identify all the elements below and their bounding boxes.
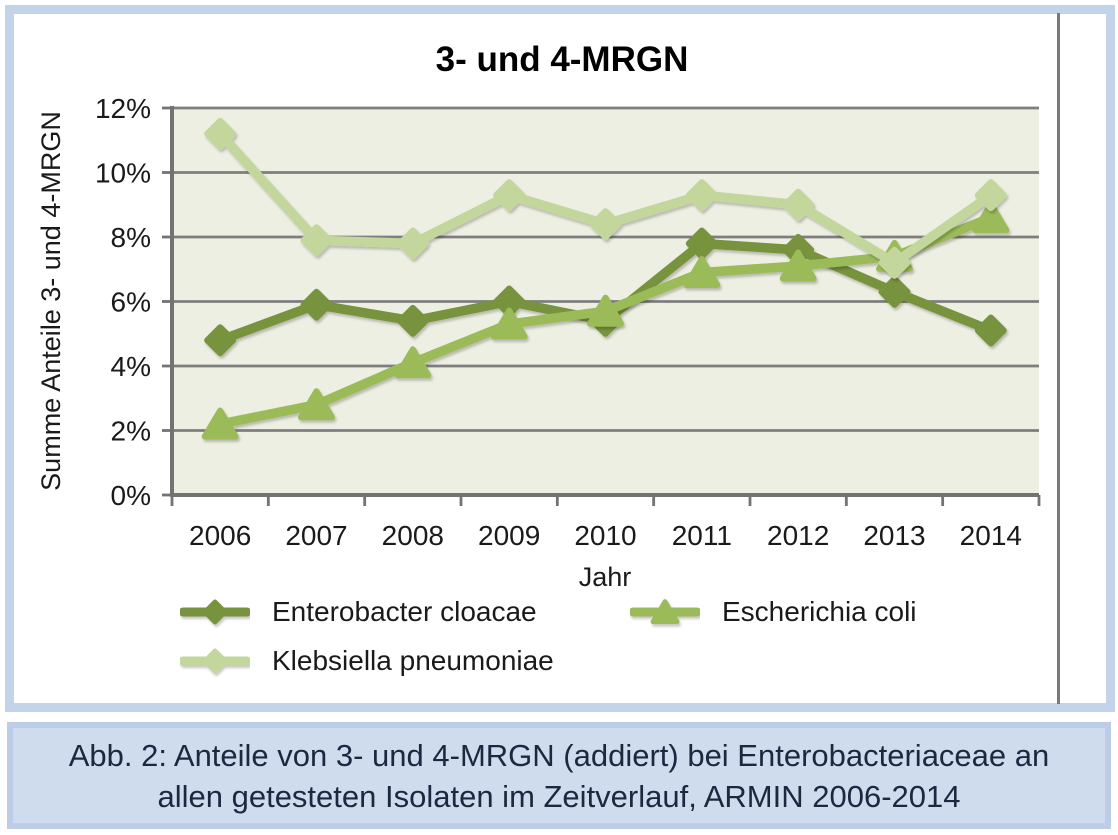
legend-label: Escherichia coli — [722, 596, 917, 627]
marker-triangle — [650, 599, 680, 625]
marker-diamond — [202, 648, 228, 674]
series-klebsiella-pneumoniae — [204, 117, 1007, 279]
marker-diamond — [202, 599, 228, 625]
x-tick-label: 2007 — [285, 520, 347, 551]
marker-diamond — [300, 224, 333, 257]
marker-diamond — [878, 246, 911, 279]
chart-frame: 0% 2% 4% 6% 8% 10% 12% 2006 2007 2008 2009 2010 2011… — [5, 5, 1115, 712]
caption-line-1: Abb. 2: Anteile von 3- und 4-MRGN (addie… — [68, 737, 1050, 773]
marker-diamond — [974, 314, 1007, 347]
legend-item-enterobacter-cloacae: Enterobacter cloacae — [180, 595, 630, 629]
y-tick-label: 6% — [111, 287, 151, 318]
vertical-grid-rule — [1057, 13, 1060, 704]
marker-diamond — [782, 188, 815, 221]
chart-legend: Enterobacter cloacae Escherichia coli Kl… — [180, 595, 917, 678]
x-tick-label: 2006 — [189, 520, 251, 551]
y-tick-label: 10% — [95, 158, 151, 189]
marker-triangle — [683, 255, 721, 288]
legend-label: Klebsiella pneumoniae — [272, 645, 554, 676]
caption-line-2: allen getesteten Isolaten im Zeitverlauf… — [157, 778, 961, 814]
legend-diamond-marker-icon — [180, 648, 250, 674]
x-tick-label: 2009 — [478, 520, 540, 551]
line-chart: 0% 2% 4% 6% 8% 10% 12% 2006 2007 2008 2009 2010 2011… — [36, 40, 1041, 592]
marker-triangle — [587, 294, 624, 327]
marker-diamond — [974, 179, 1007, 212]
marker-diamond — [493, 179, 526, 212]
x-tick-label: 2008 — [382, 520, 444, 551]
figure-caption: Abb. 2: Anteile von 3- und 4-MRGN (addie… — [7, 722, 1111, 829]
marker-triangle — [779, 249, 817, 282]
y-tick-label: 4% — [111, 351, 151, 382]
marker-diamond — [396, 227, 429, 260]
marker-triangle — [394, 346, 432, 379]
marker-diamond — [204, 324, 237, 357]
marker-diamond — [300, 288, 333, 321]
marker-diamond — [589, 208, 622, 241]
marker-diamond — [878, 275, 911, 308]
chart-title: 3- und 4-MRGN — [436, 40, 689, 79]
y-tick-label: 8% — [111, 222, 151, 253]
marker-triangle — [972, 201, 1010, 234]
marker-triangle — [201, 407, 239, 440]
chart-axes-layer: 0% 2% 4% 6% 8% 10% 12% 2006 2007 2008 2009 2010 2011… — [95, 93, 1041, 551]
x-tick-label: 2014 — [960, 520, 1022, 551]
y-tick-label: 2% — [111, 416, 151, 447]
legend-item-escherichia-coli: Escherichia coli — [630, 595, 917, 629]
marker-diamond — [685, 179, 718, 212]
marker-triangle — [490, 307, 528, 340]
legend-item-klebsiella-pneumoniae: Klebsiella pneumoniae — [180, 644, 630, 678]
x-axis-title: Jahr — [579, 562, 632, 592]
y-tick-label: 0% — [111, 480, 151, 511]
legend-diamond-marker-icon — [180, 599, 250, 625]
marker-diamond — [396, 304, 429, 337]
x-tick-label: 2012 — [767, 520, 829, 551]
y-axis-title: Summe Anteile 3- und 4-MRGN — [36, 111, 66, 491]
x-tick-label: 2010 — [574, 520, 636, 551]
x-tick-label: 2013 — [863, 520, 925, 551]
x-tick-label: 2011 — [672, 520, 732, 551]
marker-triangle — [298, 388, 335, 421]
marker-diamond — [204, 117, 237, 150]
y-tick-label: 12% — [95, 93, 151, 124]
legend-triangle-marker-icon — [630, 599, 700, 625]
legend-label: Enterobacter cloacae — [272, 596, 537, 627]
